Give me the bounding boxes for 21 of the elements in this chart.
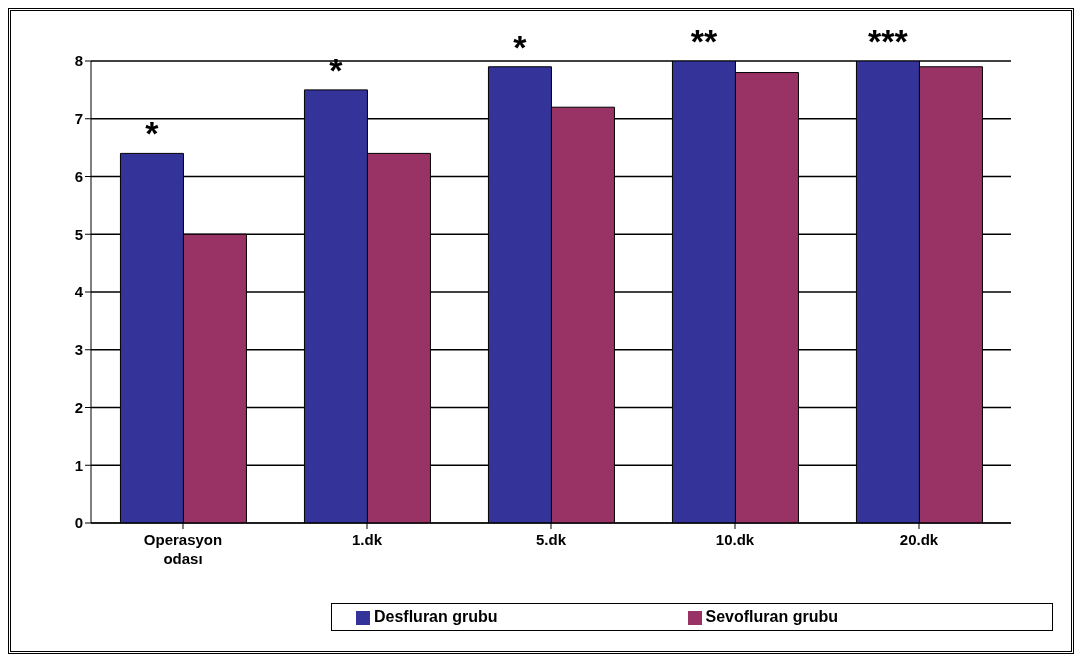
y-tick-label: 6 bbox=[74, 167, 83, 185]
x-tick-label: 5.dk bbox=[535, 531, 567, 548]
y-tick-label: 3 bbox=[74, 341, 83, 359]
y-tick-label: 0 bbox=[74, 514, 83, 532]
y-tick-label: 2 bbox=[74, 398, 83, 416]
annotation: ** bbox=[690, 22, 718, 60]
y-tick-label: 7 bbox=[74, 110, 83, 128]
x-tick-label: 1.dk bbox=[351, 531, 383, 548]
legend-label: Sevofluran grubu bbox=[705, 608, 838, 625]
x-tick-label: 20.dk bbox=[899, 531, 939, 548]
annotation: * bbox=[329, 50, 344, 89]
y-tick-label: 4 bbox=[74, 283, 84, 301]
y-tick-label: 5 bbox=[74, 225, 83, 243]
y-tick-label: 1 bbox=[74, 456, 83, 474]
x-tick-label: Operasyon odası bbox=[143, 531, 223, 567]
y-tick-label: 8 bbox=[74, 52, 83, 70]
x-tick-label: 10.dk bbox=[715, 531, 755, 548]
annotation: * bbox=[513, 27, 528, 66]
annotation: *** bbox=[868, 22, 909, 60]
annotation: * bbox=[145, 114, 160, 153]
legend-label: Desfluran grubu bbox=[373, 608, 498, 625]
